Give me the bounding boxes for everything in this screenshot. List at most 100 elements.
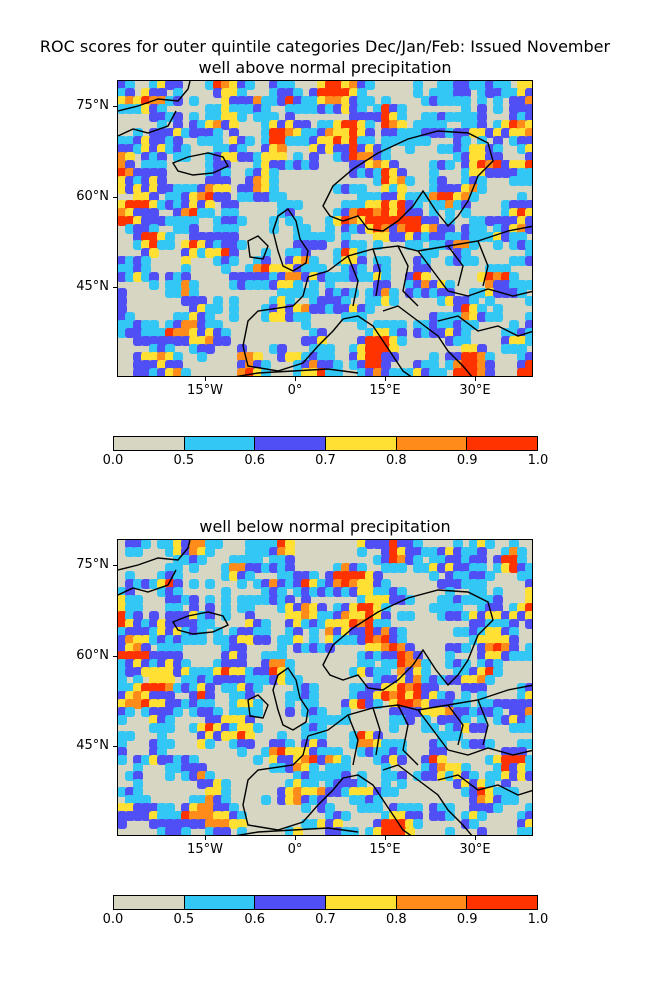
roc-score-cell	[461, 691, 471, 701]
xtick-mark	[385, 377, 386, 381]
roc-score-cell	[477, 184, 487, 194]
roc-score-cell	[189, 344, 199, 354]
roc-score-cell	[189, 320, 199, 330]
roc-score-cell	[493, 304, 503, 314]
roc-score-cell	[269, 595, 279, 605]
roc-score-cell	[301, 160, 311, 170]
roc-score-cell	[525, 280, 532, 290]
roc-score-cell	[205, 136, 215, 146]
roc-score-cell	[389, 136, 399, 146]
roc-score-cell	[253, 280, 263, 290]
roc-score-cell	[221, 248, 231, 258]
roc-score-cell	[365, 803, 375, 813]
roc-score-cell	[461, 336, 471, 346]
roc-score-cell	[485, 755, 495, 765]
roc-score-cell	[125, 96, 135, 106]
roc-score-cell	[309, 691, 319, 701]
roc-score-cell	[173, 651, 183, 661]
roc-score-cell	[413, 360, 423, 370]
roc-score-cell	[165, 683, 175, 693]
roc-score-cell	[205, 819, 215, 829]
roc-score-cell	[525, 360, 532, 370]
roc-score-cell	[197, 635, 207, 645]
roc-score-cell	[453, 112, 463, 122]
roc-score-cell	[509, 256, 519, 266]
roc-score-cell	[125, 208, 135, 218]
roc-score-cell	[357, 344, 367, 354]
roc-score-cell	[213, 88, 223, 98]
roc-score-cell	[261, 675, 271, 685]
coastlines	[118, 81, 532, 376]
roc-score-cell	[429, 128, 439, 138]
roc-score-cell	[173, 540, 183, 549]
roc-score-cell	[173, 280, 183, 290]
roc-score-cell	[461, 779, 471, 789]
roc-score-cell	[413, 675, 423, 685]
roc-score-cell	[509, 635, 519, 645]
roc-score-cell	[453, 192, 463, 202]
roc-score-cell	[165, 595, 175, 605]
roc-score-cell	[221, 715, 231, 725]
roc-score-cell	[269, 192, 279, 202]
roc-score-cell	[397, 651, 407, 661]
roc-score-cell	[253, 104, 263, 114]
roc-score-cell	[165, 739, 175, 749]
roc-score-cell	[141, 619, 151, 629]
roc-score-cell	[237, 627, 247, 637]
roc-score-cell	[525, 176, 532, 186]
roc-score-cell	[237, 819, 247, 829]
roc-score-cell	[141, 336, 151, 346]
roc-score-cell	[133, 224, 143, 234]
roc-score-cell	[477, 368, 487, 376]
roc-score-cell	[133, 763, 143, 773]
roc-score-cell	[325, 296, 335, 306]
ytick-mark	[113, 197, 117, 198]
roc-score-cell	[445, 555, 455, 565]
roc-score-cell	[309, 763, 319, 773]
roc-score-cell	[118, 144, 127, 154]
roc-score-cell	[237, 81, 247, 90]
roc-score-cell	[181, 683, 191, 693]
roc-score-cell	[445, 160, 455, 170]
roc-score-cell	[301, 723, 311, 733]
roc-score-cell	[189, 755, 199, 765]
roc-score-cell	[349, 272, 359, 282]
roc-score-cell	[237, 659, 247, 669]
colorbar-segment	[255, 896, 327, 909]
roc-score-cell	[277, 540, 287, 549]
roc-score-cell	[133, 320, 143, 330]
roc-score-cell	[381, 555, 391, 565]
roc-score-cell	[381, 619, 391, 629]
roc-score-cell	[157, 540, 167, 549]
roc-score-cell	[341, 603, 351, 613]
roc-score-cell	[357, 224, 367, 234]
roc-score-cell	[517, 144, 527, 154]
roc-score-cell	[509, 376, 519, 377]
roc-score-cell	[133, 651, 143, 661]
roc-score-cell	[205, 707, 215, 717]
roc-score-cell	[181, 811, 191, 821]
roc-score-cell	[317, 787, 327, 797]
roc-score-cell	[461, 224, 471, 234]
roc-score-cell	[333, 771, 343, 781]
roc-score-cell	[445, 81, 455, 90]
roc-score-cell	[205, 248, 215, 258]
roc-score-cell	[421, 272, 431, 282]
roc-score-cell	[381, 232, 391, 242]
roc-score-cell	[365, 336, 375, 346]
roc-score-cell	[277, 120, 287, 130]
roc-score-cell	[381, 587, 391, 597]
roc-score-cell	[493, 160, 503, 170]
roc-score-cell	[213, 240, 223, 250]
roc-score-cell	[118, 731, 127, 741]
roc-score-cell	[245, 627, 255, 637]
roc-score-cell	[213, 256, 223, 266]
roc-score-cell	[445, 96, 455, 106]
roc-score-cell	[333, 184, 343, 194]
roc-score-cell	[197, 819, 207, 829]
roc-score-cell	[349, 120, 359, 130]
roc-score-cell	[389, 320, 399, 330]
roc-score-cell	[213, 176, 223, 186]
roc-score-cell	[309, 232, 319, 242]
roc-score-cell	[421, 136, 431, 146]
